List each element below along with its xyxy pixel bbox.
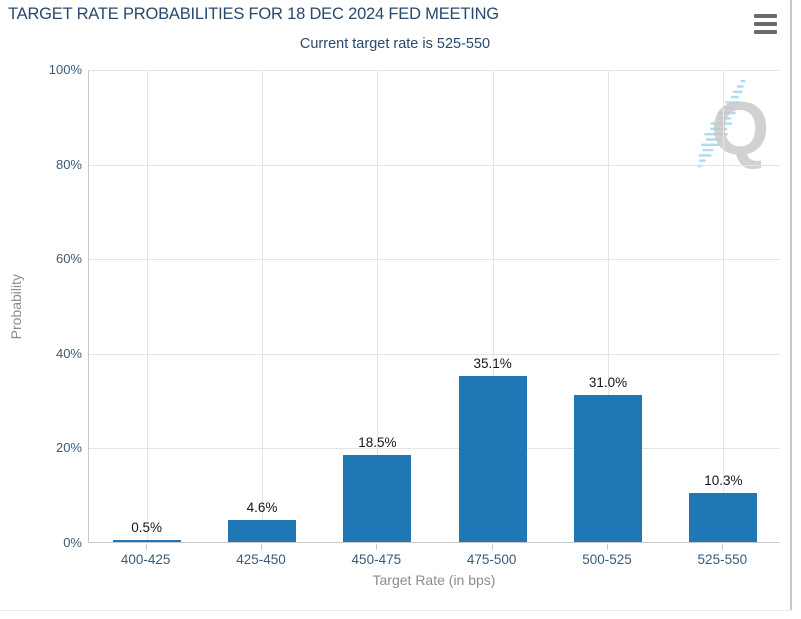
bar-value-label: 10.3% (704, 473, 743, 489)
widget-right-border (790, 0, 792, 611)
y-tick-label: 60% (55, 251, 82, 267)
x-tick-label: 450-475 (351, 552, 402, 567)
x-tick-mark (145, 544, 147, 550)
v-gridline (146, 70, 148, 542)
widget-bottom-border (0, 610, 792, 611)
chart-title: TARGET RATE PROBABILITIES FOR 18 DEC 202… (8, 5, 499, 23)
bar-525-550 (689, 493, 758, 542)
v-gridline (608, 70, 609, 542)
x-tick-mark (722, 544, 724, 550)
bar-450-475 (343, 454, 412, 542)
bar-value-label: 4.6% (246, 500, 278, 516)
bar-value-label: 31.0% (588, 375, 628, 391)
bar-500-525 (574, 395, 642, 542)
hamburger-bar (754, 14, 777, 19)
v-gridline (723, 70, 725, 542)
h-gridline (89, 164, 780, 166)
plot-area: Q 0.5% 4.6% 18.5% 35.1% 31.0% 10.3% (88, 70, 780, 543)
svg-text:Q: Q (711, 86, 769, 170)
y-tick-label: 80% (55, 156, 82, 172)
bar-475-500 (458, 375, 527, 542)
bar-400-425 (112, 539, 181, 542)
bar-value-label: 18.5% (358, 434, 397, 450)
y-axis-title: Probability (8, 273, 24, 340)
x-tick-label: 475-500 (466, 552, 517, 567)
hamburger-menu-icon[interactable] (754, 14, 777, 34)
quikstrike-watermark-icon: Q (697, 80, 769, 170)
h-gridline (89, 259, 780, 261)
x-tick-label: 425-450 (236, 552, 286, 567)
x-axis-title: Target Rate (in bps) (372, 572, 496, 588)
h-gridline (89, 448, 780, 450)
chart-subtitle: Current target rate is 525-550 (299, 36, 491, 52)
h-gridline (89, 70, 780, 71)
x-tick-mark (491, 544, 493, 550)
x-tick-mark (261, 544, 262, 550)
bar-value-label: 0.5% (131, 519, 163, 535)
hamburger-bar (754, 29, 777, 34)
v-gridline (377, 70, 379, 542)
h-gridline (89, 353, 780, 355)
y-tick-label: 40% (55, 345, 82, 361)
v-gridline (492, 70, 494, 542)
hamburger-bar (754, 21, 777, 27)
x-tick-label: 400-425 (120, 552, 171, 567)
y-tick-label: 20% (55, 440, 82, 456)
bar-425-450 (228, 520, 296, 542)
v-gridline (262, 70, 263, 542)
bar-value-label: 35.1% (473, 355, 512, 371)
x-tick-label: 500-525 (582, 552, 632, 567)
x-tick-mark (607, 544, 608, 550)
y-tick-label: 100% (48, 62, 82, 77)
x-tick-mark (376, 544, 378, 550)
x-tick-label: 525-550 (697, 552, 748, 567)
y-tick-label: 0% (63, 535, 82, 550)
